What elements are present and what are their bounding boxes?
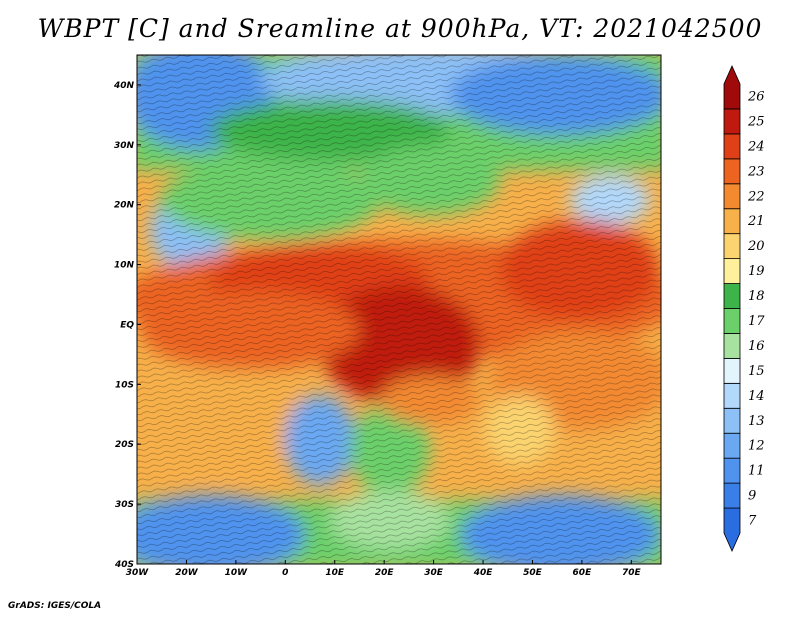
lat-tick-label: 30N xyxy=(114,141,135,151)
lat-tick-label: 20S xyxy=(115,440,134,450)
colorbar-swatch xyxy=(723,183,741,210)
colorbar-level-label: 13 xyxy=(748,414,765,429)
lon-tick-label: 20W xyxy=(175,568,199,578)
colorbar-swatch xyxy=(723,432,741,459)
colorbar-level-label: 20 xyxy=(747,239,765,254)
colorbar-swatch xyxy=(723,382,741,409)
colorbar-level-label: 22 xyxy=(747,189,765,204)
lon-tick-label: 10E xyxy=(325,568,345,578)
colorbar-swatch xyxy=(723,333,741,359)
lon-tick-label: 30W xyxy=(126,568,150,578)
lat-tick-label: 20N xyxy=(114,201,135,211)
colorbar-level-label: 23 xyxy=(747,164,765,179)
lat-tick-label: 10N xyxy=(114,261,135,271)
colorbar-swatch xyxy=(723,233,741,260)
colorbar-level-label: 9 xyxy=(748,489,756,504)
lon-tick-label: 20E xyxy=(375,568,395,578)
colorbar-bottom-arrow xyxy=(723,507,741,552)
colorbar-top-arrow xyxy=(723,65,741,110)
colorbar-level-label: 26 xyxy=(747,89,765,104)
lon-tick-label: 50E xyxy=(523,568,543,578)
colorbar-level-label: 7 xyxy=(748,514,757,529)
lon-tick-label: 40E xyxy=(473,568,494,578)
map-title: WBPT [C] and Sreamline at 900hPa, VT: 20… xyxy=(37,14,763,43)
colorbar-swatch xyxy=(723,457,741,484)
colorbar-level-label: 25 xyxy=(747,114,765,129)
lat-tick-label: 40N xyxy=(113,81,135,91)
wbpt-shaded-field xyxy=(137,55,661,564)
lon-tick-label: 60E xyxy=(573,568,593,578)
colorbar: 7 9 11 12 13 14 15 16 17 18 19 20 21 22 23 24 25 26 xyxy=(723,65,765,552)
lat-tick-label: 10S xyxy=(115,380,134,390)
colorbar-level-label: 17 xyxy=(748,314,765,329)
colorbar-swatch xyxy=(723,283,741,309)
colorbar-swatch xyxy=(723,482,741,509)
plot-frame xyxy=(136,54,662,565)
colorbar-swatch xyxy=(723,158,741,185)
lon-tick-label: 30E xyxy=(424,568,444,578)
lon-tick-label: 70E xyxy=(622,568,642,578)
grads-credit: GrADS: IGES/COLA xyxy=(8,601,102,611)
colorbar-level-label: 15 xyxy=(748,364,765,379)
colorbar-level-label: 12 xyxy=(748,439,765,454)
colorbar-level-label: 11 xyxy=(748,464,765,479)
colorbar-level-label: 16 xyxy=(748,339,765,354)
colorbar-swatch xyxy=(723,108,741,135)
colorbar-level-label: 19 xyxy=(748,264,765,279)
colorbar-level-label: 14 xyxy=(748,389,765,404)
colorbar-swatch xyxy=(723,407,741,434)
colorbar-swatch xyxy=(723,357,741,384)
colorbar-level-label: 21 xyxy=(747,214,765,229)
colorbar-swatch xyxy=(723,208,741,235)
lat-tick-label: 30S xyxy=(115,500,134,510)
colorbar-level-label: 18 xyxy=(748,289,765,304)
colorbar-swatch xyxy=(723,308,741,334)
lon-tick-label: 10W xyxy=(225,568,249,578)
lon-tick-label: 0 xyxy=(282,568,288,578)
colorbar-swatch xyxy=(723,258,741,284)
colorbar-level-label: 24 xyxy=(747,139,765,154)
lat-tick-label: 40S xyxy=(114,560,134,570)
map-axes: 30W 20W 10W 0 10E 20E 30E 40E 50E 60E 70E 40N 30N 20N… xyxy=(113,81,642,578)
lat-tick-label: EQ xyxy=(120,320,134,330)
colorbar-swatch xyxy=(723,133,741,160)
